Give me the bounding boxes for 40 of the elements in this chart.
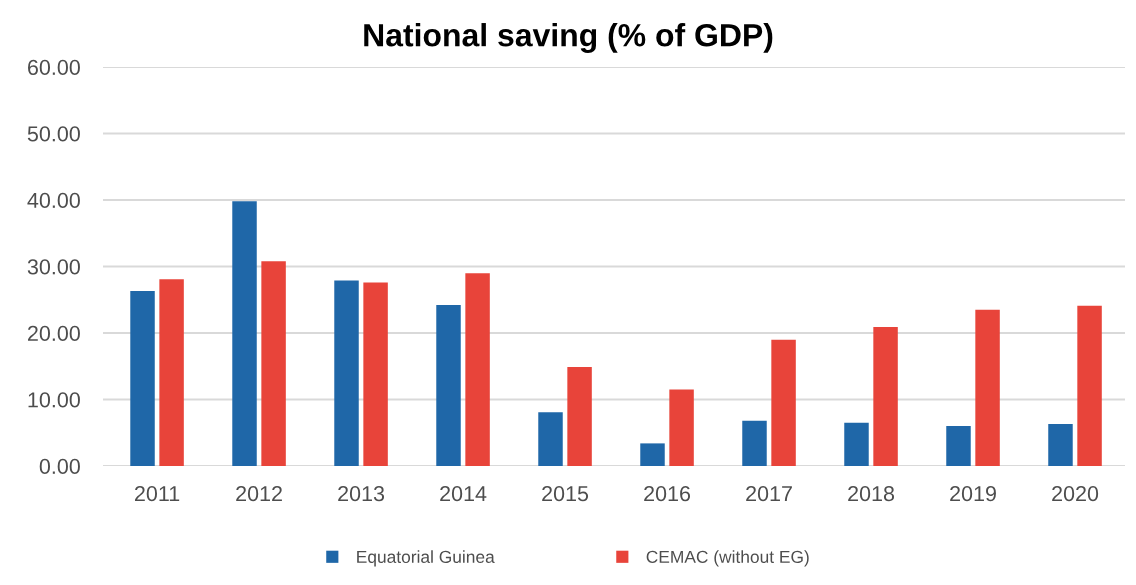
bar	[640, 443, 665, 466]
bar	[771, 339, 796, 466]
x-tick-label: 2013	[338, 486, 385, 502]
y-tick-label: 0.00	[39, 458, 80, 475]
bar	[742, 420, 767, 466]
bar	[946, 426, 971, 466]
bar	[538, 412, 563, 466]
y-tick-label: 40.00	[27, 192, 80, 209]
legend-label: Equatorial Guinea	[357, 550, 495, 567]
y-tick-label: 50.00	[27, 126, 80, 142]
chart-title: National saving (% of GDP)	[364, 23, 773, 53]
x-tick-label: 2020	[1052, 486, 1099, 502]
bar	[159, 279, 184, 466]
bar	[1077, 305, 1102, 466]
bar	[334, 280, 359, 466]
x-tick-label: 2015	[542, 486, 589, 502]
legend-label: CEMAC (without EG)	[646, 550, 809, 567]
bar	[873, 327, 898, 466]
bar	[232, 201, 257, 466]
x-tick-label: 2014	[440, 486, 487, 502]
x-tick-label: 2016	[644, 486, 691, 502]
x-tick-label: 2018	[848, 486, 895, 502]
x-tick-label: 2017	[746, 486, 792, 502]
y-tick-label: 20.00	[27, 325, 80, 342]
bar	[436, 305, 461, 466]
bar	[465, 273, 490, 466]
bar	[844, 422, 869, 466]
x-tick-label: 2012	[236, 486, 282, 502]
bar	[567, 366, 592, 466]
bar	[1048, 424, 1073, 466]
bar	[130, 291, 155, 466]
y-tick-label: 30.00	[27, 259, 80, 275]
bar	[669, 389, 694, 466]
y-tick-label: 10.00	[28, 392, 80, 408]
bar	[363, 282, 388, 466]
bar	[261, 261, 286, 466]
y-tick-label: 60.00	[28, 59, 80, 76]
x-tick-label: 2019	[950, 486, 996, 502]
x-tick-label: 2011	[134, 486, 180, 502]
bar	[975, 309, 1000, 466]
